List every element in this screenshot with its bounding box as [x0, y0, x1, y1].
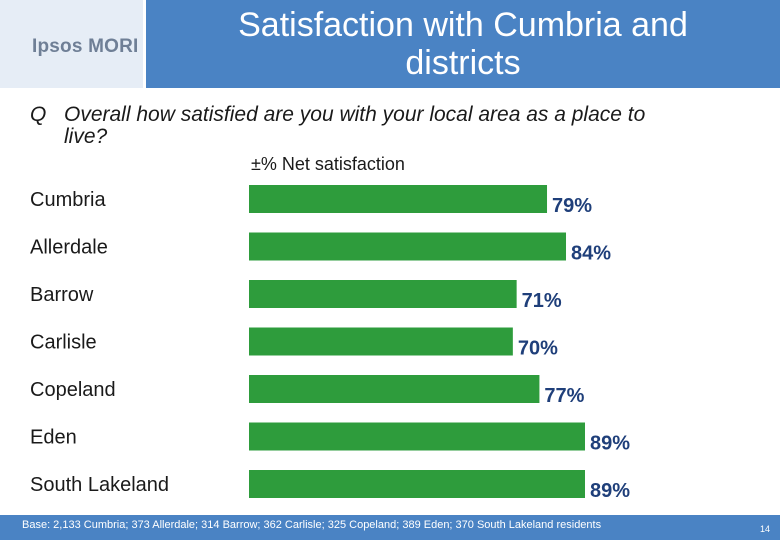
bar [247, 420, 587, 453]
logo-panel: Ipsos MORI [0, 0, 143, 88]
question-text-line1: Overall how satisfied are you with your … [64, 103, 646, 126]
category-label: Allerdale [30, 237, 108, 259]
category-label: Cumbria [30, 189, 106, 211]
question-prefix: Q [30, 103, 47, 126]
bar [247, 325, 515, 358]
bar [247, 468, 587, 500]
chart-title: ±% Net satisfaction [251, 154, 405, 174]
value-label: 77% [544, 385, 584, 407]
ipsos-mori-logo: Ipsos MORI [32, 36, 139, 57]
category-label: Barrow [30, 284, 94, 306]
question-text-line2: live? [64, 125, 108, 148]
base-note: Base: 2,133 Cumbria; 373 Allerdale; 314 … [22, 519, 602, 531]
bar [247, 230, 569, 263]
slide-title-line1: Satisfaction with Cumbria and [238, 6, 688, 44]
category-label: South Lakeland [30, 474, 169, 496]
page-number: 14 [760, 524, 771, 534]
slide-title-line2: districts [405, 44, 521, 82]
value-label: 89% [590, 433, 630, 455]
value-label: 79% [552, 195, 592, 217]
bar [247, 373, 542, 405]
satisfaction-bar-chart: Cumbria 79% Allerdale 84% Barrow 71% Carlisle 7… [30, 183, 630, 502]
value-label: 89% [590, 480, 630, 502]
slide-title: Satisfaction with Cumbria and districts [146, 6, 780, 82]
value-label: 70% [518, 338, 558, 360]
value-label: 71% [522, 290, 562, 312]
title-band: Satisfaction with Cumbria and districts [146, 0, 780, 88]
value-label: 84% [571, 243, 611, 265]
category-label: Carlisle [30, 332, 97, 354]
bar [247, 278, 519, 310]
category-label: Copeland [30, 379, 116, 401]
category-label: Eden [30, 427, 77, 449]
footer-band [0, 515, 780, 540]
question-text: Overall how satisfied are you with your … [64, 104, 764, 148]
slide-header: Ipsos MORI Satisfaction with Cumbria and… [0, 0, 780, 90]
bar [247, 183, 550, 215]
